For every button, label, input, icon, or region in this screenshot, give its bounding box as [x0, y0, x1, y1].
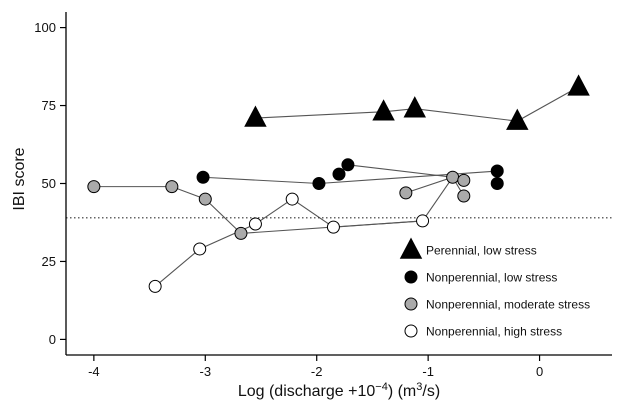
legend-marker [399, 237, 423, 259]
data-point [234, 226, 248, 240]
data-point [198, 192, 212, 206]
data-point [457, 173, 471, 187]
legend-label: Nonperennial, low stress [426, 271, 557, 285]
x-tick-label: 0 [536, 364, 543, 379]
x-tick-label: -2 [311, 364, 323, 379]
data-point [196, 170, 210, 184]
legend-marker [404, 324, 418, 338]
data-point [332, 167, 346, 181]
data-point [193, 242, 207, 256]
y-tick-label: 0 [49, 332, 56, 347]
axes: 0 25 50 75 100 -4 -3 -2 -1 0 [34, 12, 612, 379]
x-axis-title-sup: −4 [375, 381, 388, 393]
legend-label: Nonperennial, moderate stress [426, 298, 590, 312]
data-point [285, 192, 299, 206]
legend-label: Nonperennial, high stress [426, 325, 562, 339]
x-axis-title-main: Log (discharge +10 [238, 383, 376, 400]
data-point [165, 180, 179, 194]
x-axis-title: Log (discharge +10−4) (m3/s) [238, 381, 440, 400]
y-axis-title: IBI score [11, 147, 28, 210]
data-point [312, 177, 326, 190]
x-axis-title-end: /s) [422, 383, 440, 400]
data-point [403, 96, 427, 118]
x-axis-title-tail: ) (m [388, 383, 416, 400]
data-point [567, 74, 590, 96]
data-point [490, 177, 504, 190]
data-point [341, 158, 355, 172]
data-point [87, 180, 101, 194]
x-tick-label: -4 [88, 364, 100, 379]
data-point [326, 220, 340, 234]
data-point [446, 170, 460, 184]
y-tick-label: 25 [42, 254, 56, 269]
data-points [87, 74, 590, 293]
data-point [490, 164, 504, 178]
connector-line [93, 186, 242, 234]
legend-marker [404, 297, 418, 311]
legend: Perennial, low stress Nonperennial, low s… [399, 237, 590, 339]
data-point [506, 108, 529, 130]
data-point [148, 279, 162, 293]
data-point [372, 99, 395, 121]
x-axis-title-sup2: 3 [416, 381, 422, 393]
data-point [416, 214, 430, 228]
data-point [248, 217, 262, 231]
x-tick-label: -3 [200, 364, 212, 379]
data-point [399, 186, 413, 200]
legend-marker [404, 270, 418, 284]
y-tick-label: 100 [34, 20, 56, 35]
data-point [457, 189, 471, 203]
x-tick-label: -1 [422, 364, 434, 379]
data-point [244, 105, 267, 127]
y-tick-label: 75 [42, 98, 56, 113]
connector-line [154, 198, 423, 287]
legend-label: Perennial, low stress [426, 244, 537, 258]
y-tick-label: 50 [42, 176, 56, 191]
